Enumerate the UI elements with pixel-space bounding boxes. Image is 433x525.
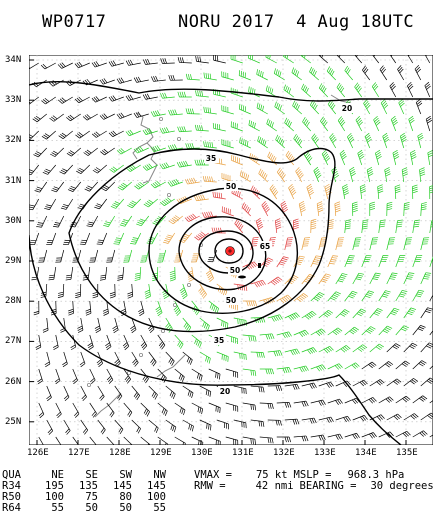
- lat-label: 25N: [5, 417, 21, 427]
- lat-label: 31N: [5, 176, 21, 186]
- radii-cell: 80: [98, 492, 132, 503]
- lon-label: 134E: [355, 448, 377, 458]
- isotach-label: 50: [226, 296, 236, 305]
- radii-cell: 50: [98, 503, 132, 514]
- lon-label: 135E: [396, 448, 418, 458]
- radii-cell: 50: [64, 503, 98, 514]
- bearing-value: 30 degrees: [370, 480, 433, 492]
- bearing-label: BEARING =: [300, 480, 357, 492]
- radii-cell: 100: [30, 492, 64, 503]
- isotach-label: 65: [260, 242, 270, 251]
- lat-label: 30N: [5, 216, 21, 226]
- radii-cell: 55: [132, 503, 166, 514]
- isotach-label: 50: [230, 266, 240, 275]
- lat-label: 33N: [5, 95, 21, 105]
- isotach-label: 50: [226, 182, 236, 191]
- lat-label: 34N: [5, 55, 21, 65]
- lon-label: 130E: [191, 448, 213, 458]
- wind-field-map: 20 35 50 65 50 50 35 20: [29, 55, 433, 445]
- radii-cell: 75: [64, 492, 98, 503]
- rmw-value: 42 nmi: [256, 480, 294, 492]
- storm-id: WP0717: [42, 12, 106, 32]
- rmw-readout: RMW = 42 nmi BEARING = 30 degrees: [194, 481, 433, 492]
- plot-title: NORU 2017 4 Aug 18UTC: [178, 12, 414, 32]
- lat-label: 28N: [5, 296, 21, 306]
- rmw-label: RMW =: [194, 480, 226, 492]
- isotach-label: 20: [342, 104, 352, 113]
- lat-label: 29N: [5, 256, 21, 266]
- lat-label: 26N: [5, 377, 21, 387]
- lat-label: 32N: [5, 135, 21, 145]
- radii-cell: 100: [132, 492, 166, 503]
- radii-cell: R64: [2, 503, 30, 514]
- isotach-label: 20: [220, 387, 230, 396]
- lon-label: 131E: [232, 448, 254, 458]
- isotach-label: 35: [214, 336, 224, 345]
- isotach-label: 35: [206, 154, 216, 163]
- lat-label: 27N: [5, 336, 21, 346]
- lon-label: 132E: [273, 448, 295, 458]
- lon-label: 133E: [314, 448, 336, 458]
- radii-cell: 55: [30, 503, 64, 514]
- radii-cell: R50: [2, 492, 30, 503]
